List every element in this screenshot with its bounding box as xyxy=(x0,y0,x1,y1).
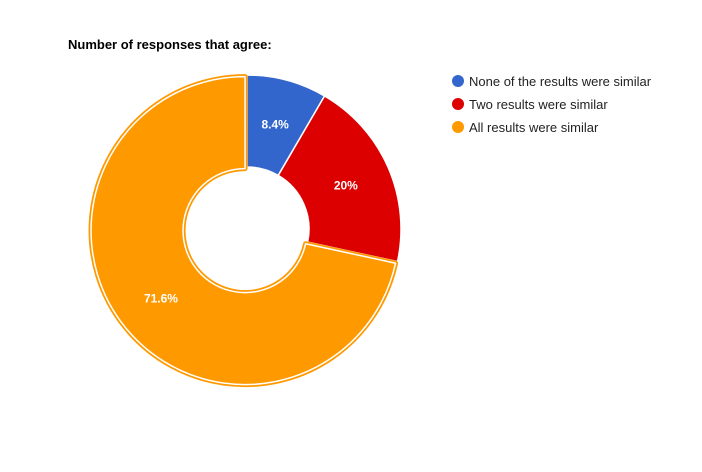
slice-label-two-similar: 20% xyxy=(334,178,358,192)
legend-label-all-similar: All results were similar xyxy=(469,120,599,135)
slice-label-all-similar: 71.6% xyxy=(144,291,178,305)
legend-swatch-none-similar xyxy=(452,75,464,87)
legend-swatch-all-similar xyxy=(452,121,464,133)
chart-legend: None of the results were similar Two res… xyxy=(452,73,682,142)
slice-label-none-similar: 8.4% xyxy=(261,118,289,132)
legend-item-two-similar[interactable]: Two results were similar xyxy=(452,96,682,113)
legend-label-two-similar: Two results were similar xyxy=(469,97,608,112)
legend-swatch-two-similar xyxy=(452,98,464,110)
legend-label-none-similar: None of the results were similar xyxy=(469,74,652,89)
chart-title: Number of responses that agree: xyxy=(68,37,272,52)
slice-two-similar[interactable] xyxy=(277,95,402,263)
slice-all-similar[interactable] xyxy=(90,75,397,386)
legend-item-none-similar[interactable]: None of the results were similar xyxy=(452,73,682,90)
legend-item-all-similar[interactable]: All results were similar xyxy=(452,119,682,136)
